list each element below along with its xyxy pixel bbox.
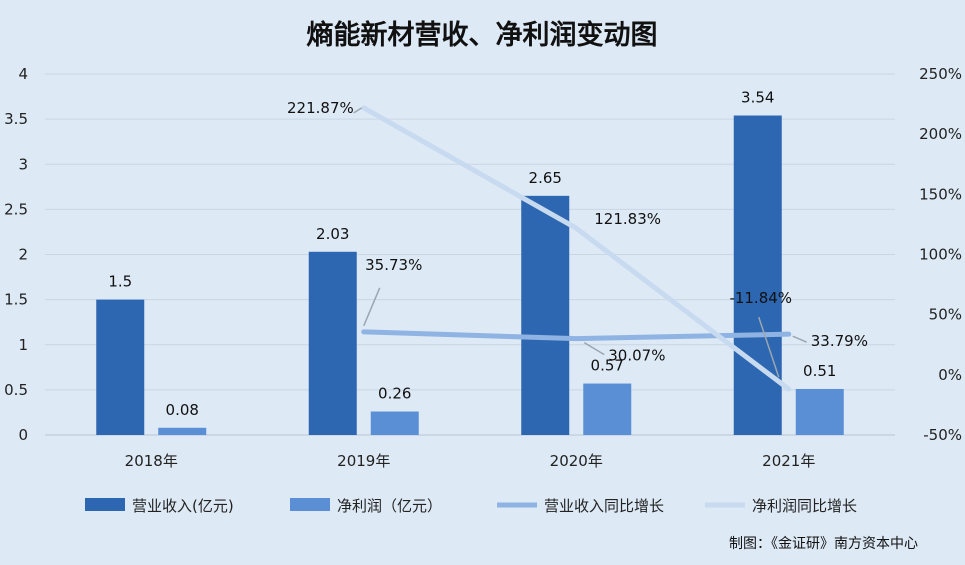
chart-title: 熵能新材营收、净利润变动图 — [306, 19, 658, 51]
x-axis-ticks: 2018年 2019年 2020年 2021年 — [125, 452, 816, 470]
legend-label: 净利润（亿元） — [337, 497, 442, 515]
leader-line — [363, 287, 381, 327]
line-value-label: 221.87% — [287, 99, 354, 117]
x-axis-tick-label: 2020年 — [550, 452, 603, 470]
right-axis-tick-label: 150% — [919, 185, 962, 203]
right-axis-tick-label: -50% — [923, 426, 962, 444]
legend: 营业收入(亿元) 净利润（亿元） 营业收入同比增长 净利润同比增长 — [85, 497, 857, 515]
bar — [158, 427, 207, 435]
line-value-label: 33.79% — [811, 332, 868, 350]
x-axis-tick-label: 2018年 — [125, 452, 178, 470]
line-value-label: 35.73% — [365, 256, 422, 274]
bar — [583, 383, 632, 435]
bar-value-label: 0.26 — [378, 385, 411, 403]
left-axis-tick-label: 4 — [18, 65, 28, 83]
left-axis-tick-label: 2 — [18, 246, 28, 264]
left-axis-tick-label: 0.5 — [4, 381, 28, 399]
bar — [370, 411, 419, 435]
right-axis-ticks: -50% 0% 50% 100% 150% 200% 250% — [919, 65, 962, 444]
bar — [308, 251, 357, 435]
legend-label: 营业收入同比增长 — [544, 497, 664, 515]
bar — [733, 115, 782, 435]
left-axis-tick-label: 3 — [18, 155, 28, 173]
leader-line — [758, 316, 780, 378]
line-value-label: -11.84% — [729, 289, 792, 307]
bar-value-label: 2.65 — [529, 169, 562, 187]
line-value-label: 121.83% — [594, 210, 661, 228]
right-axis-tick-label: 0% — [938, 366, 962, 384]
series-line — [361, 329, 792, 342]
right-axis-tick-label: 200% — [919, 125, 962, 143]
right-axis-tick-label: 250% — [919, 65, 962, 83]
leader-line — [792, 335, 808, 343]
data-labels: 1.5 2.03 2.65 3.54 0.08 0.26 0.57 0.51 35.73% 30.… — [108, 89, 868, 419]
leader-lines — [353, 107, 808, 378]
x-axis-tick-label: 2019年 — [337, 452, 390, 470]
gridlines — [45, 73, 895, 436]
legend-label: 营业收入(亿元) — [132, 497, 234, 515]
x-axis-tick-label: 2021年 — [762, 452, 815, 470]
left-axis-ticks: 0 0.5 1 1.5 2 2.5 3 3.5 4 — [4, 65, 28, 444]
left-axis-tick-label: 0 — [18, 426, 28, 444]
credit-text: 制图：《金证研》南方资本中心 — [729, 536, 918, 552]
left-axis-tick-label: 1 — [18, 336, 28, 354]
bar-value-label: 0.08 — [166, 401, 199, 419]
bar — [521, 195, 570, 435]
bar-value-label: 3.54 — [741, 89, 774, 107]
leader-line — [353, 107, 363, 114]
bar-value-label: 0.57 — [591, 357, 624, 375]
left-axis-tick-label: 1.5 — [4, 291, 28, 309]
bar-value-label: 2.03 — [316, 225, 349, 243]
leader-line — [583, 342, 605, 356]
legend-label: 净利润同比增长 — [752, 497, 857, 515]
right-axis-tick-label: 50% — [929, 306, 962, 324]
bar — [795, 388, 844, 435]
right-axis-tick-label: 100% — [919, 246, 962, 264]
legend-swatch — [290, 498, 330, 511]
bar-value-label: 1.5 — [108, 273, 132, 291]
bar-value-label: 0.51 — [803, 362, 836, 380]
left-axis-tick-label: 2.5 — [4, 200, 28, 218]
series-line — [361, 105, 792, 392]
bar-series — [96, 115, 844, 435]
legend-swatch — [85, 498, 125, 511]
bar — [96, 299, 145, 435]
left-axis-tick-label: 3.5 — [4, 110, 28, 128]
line-series — [361, 105, 792, 392]
line-value-label: 30.07% — [608, 347, 665, 365]
